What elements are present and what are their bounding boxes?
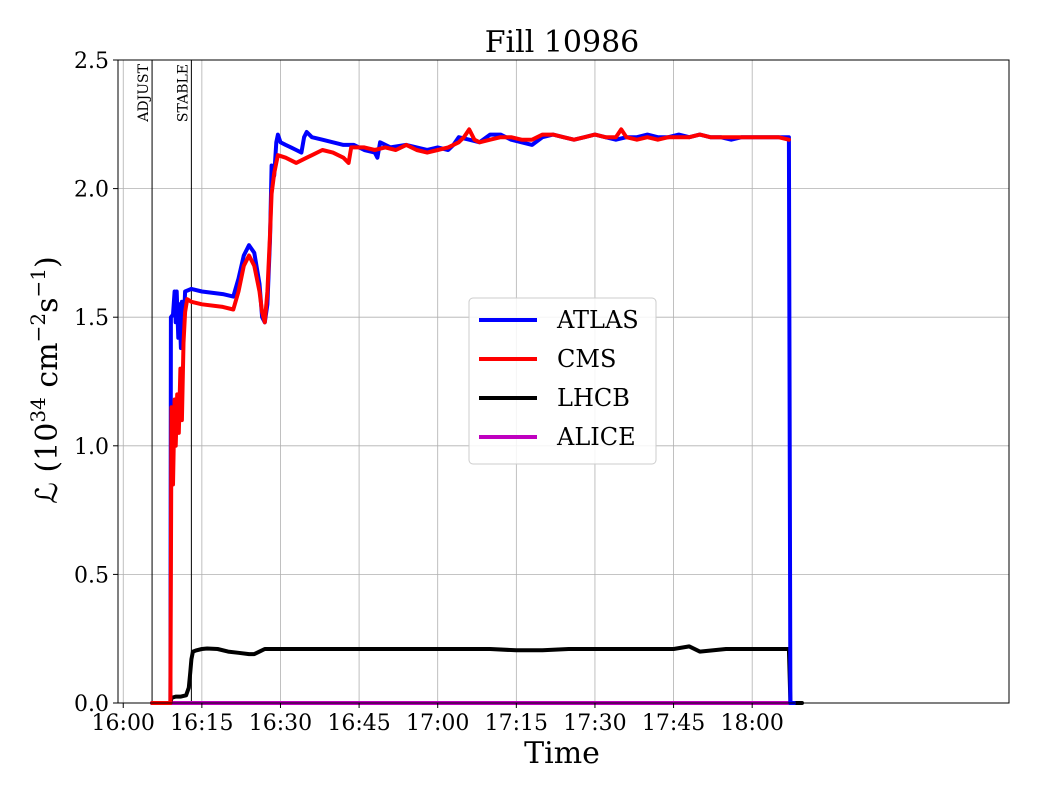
axis-ticks: 16:00 16:15 16:30 16:45 17:00 17:15 17:30 17:45… — [74, 49, 784, 736]
x-axis-label: Time — [524, 736, 600, 771]
x-tick-label: 16:30 — [249, 711, 312, 736]
legend-label-cms: CMS — [557, 345, 616, 373]
phase-marker-label: STABLE — [175, 64, 191, 122]
series-line-lhcb — [150, 644, 804, 705]
x-tick-label: 16:15 — [170, 711, 233, 736]
legend-box — [468, 297, 657, 465]
plot-frame — [117, 59, 1010, 704]
y-axis-label-exp3: −1 — [26, 268, 50, 297]
y-tick-label: 1.5 — [74, 306, 109, 331]
y-tick-label: 2.5 — [74, 49, 109, 74]
chart-title: Fill 10986 — [485, 25, 640, 60]
legend-label-lhcb: LHCB — [557, 384, 630, 412]
x-tick-label: 17:00 — [406, 711, 469, 736]
y-tick-label: 0.5 — [74, 563, 109, 588]
y-tick-label: 1.0 — [74, 435, 109, 460]
x-tick-label: 17:45 — [642, 711, 705, 736]
x-tick-label: 17:15 — [485, 711, 548, 736]
phase-marker-label: ADJUST — [136, 63, 152, 122]
x-tick-label: 17:30 — [563, 711, 626, 736]
legend-label-alice: ALICE — [556, 423, 636, 451]
x-tick-label: 16:00 — [92, 711, 155, 736]
y-axis-label-main: ℒ (10 — [30, 423, 65, 504]
x-tick-label: 18:00 — [720, 711, 783, 736]
x-tick-label: 16:45 — [327, 711, 390, 736]
series-line-atlas — [150, 130, 797, 705]
phase-markers: ADJUST STABLE — [136, 60, 192, 703]
legend: ATLAS CMS LHCB ALICE — [468, 297, 657, 465]
y-axis-label-mid: cm — [30, 342, 65, 397]
y-axis-label-exp2: −2 — [26, 313, 50, 342]
y-axis-label-exp1: 34 — [26, 397, 50, 422]
legend-label-atlas: ATLAS — [556, 306, 639, 334]
y-tick-label: 0.0 — [74, 692, 109, 717]
series-line-cms — [150, 127, 791, 705]
y-axis-label-s: s — [30, 298, 65, 313]
y-axis-label: ℒ (1034 cm−2s−1) — [26, 256, 65, 503]
y-tick-label: 2.0 — [74, 178, 109, 203]
y-axis-label-end: ) — [30, 256, 65, 268]
